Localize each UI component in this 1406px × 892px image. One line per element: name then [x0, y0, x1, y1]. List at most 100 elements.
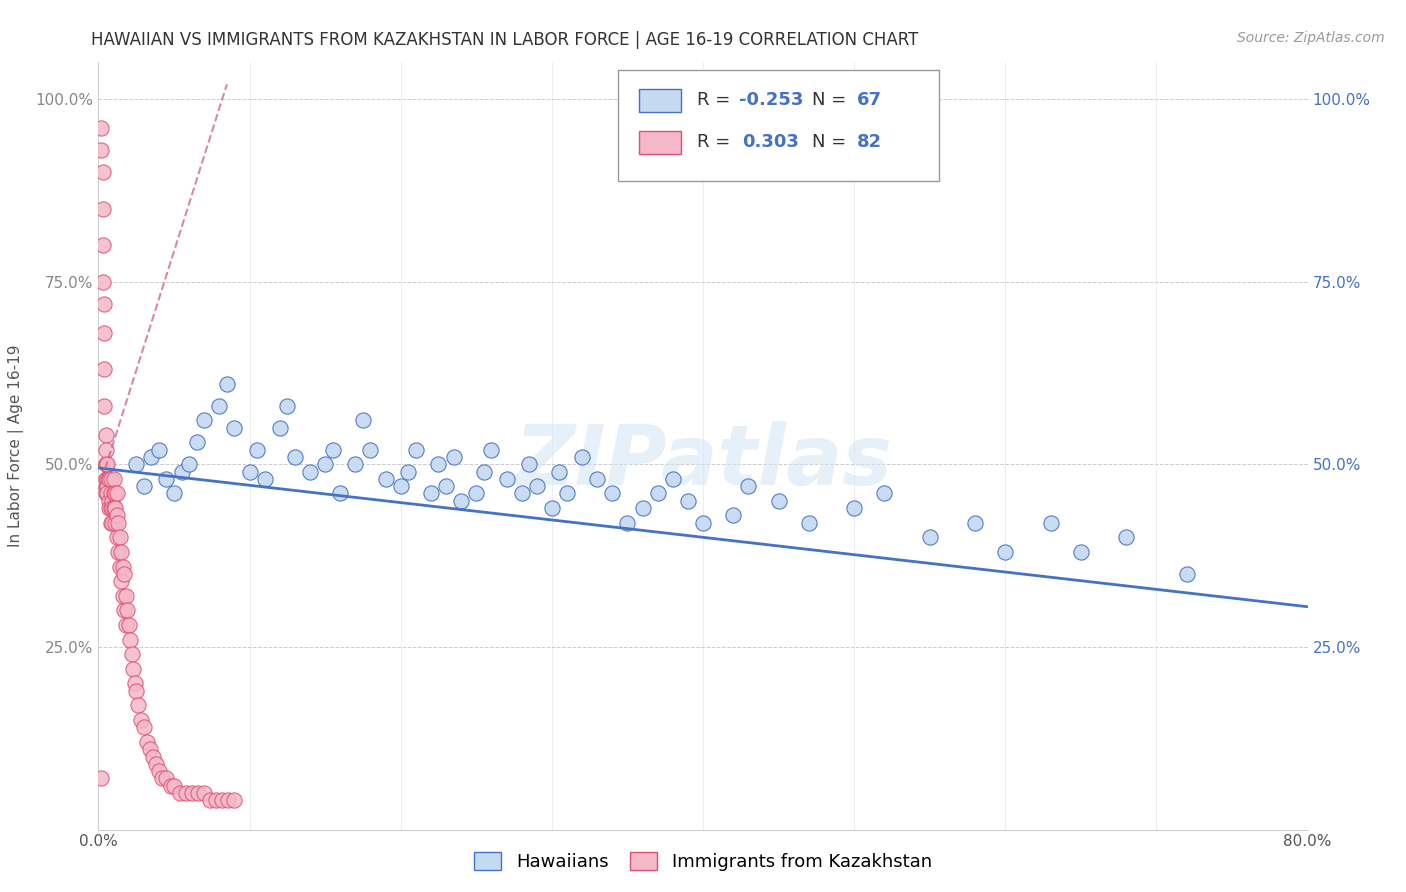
Point — [465, 486, 488, 500]
Point — [94, 457, 117, 471]
Text: N =: N = — [811, 91, 852, 109]
Point — [100, 501, 122, 516]
Text: 67: 67 — [856, 91, 882, 109]
Point — [125, 457, 148, 471]
Point — [93, 296, 115, 310]
Point — [586, 472, 609, 486]
Point — [427, 457, 450, 471]
Point — [374, 472, 396, 486]
Text: HAWAIIAN VS IMMIGRANTS FROM KAZAKHSTAN IN LABOR FORCE | AGE 16-19 CORRELATION CH: HAWAIIAN VS IMMIGRANTS FROM KAZAKHSTAN I… — [91, 31, 918, 49]
Point — [276, 399, 298, 413]
Point — [91, 275, 114, 289]
Point — [299, 465, 322, 479]
Point — [344, 457, 367, 471]
Point — [187, 786, 209, 800]
Point — [124, 676, 146, 690]
Point — [420, 486, 443, 500]
Point — [91, 165, 114, 179]
Point — [108, 559, 131, 574]
Point — [98, 501, 121, 516]
Point — [93, 399, 115, 413]
Point — [450, 493, 472, 508]
Point — [114, 618, 136, 632]
Point — [139, 742, 162, 756]
Text: N =: N = — [811, 133, 852, 152]
Point — [517, 457, 540, 471]
Point — [105, 486, 128, 500]
Point — [96, 486, 118, 500]
Point — [104, 516, 127, 530]
Point — [155, 472, 177, 486]
Point — [246, 442, 269, 457]
Point — [965, 516, 987, 530]
Point — [93, 326, 115, 340]
Point — [100, 516, 122, 530]
Point — [112, 603, 135, 617]
Point — [797, 516, 820, 530]
Point — [661, 472, 683, 486]
Text: R =: R = — [697, 91, 735, 109]
Point — [96, 472, 118, 486]
Point — [91, 238, 114, 252]
Point — [132, 479, 155, 493]
Point — [125, 683, 148, 698]
Point — [768, 493, 790, 508]
Point — [873, 486, 896, 500]
Point — [555, 486, 578, 500]
Point — [284, 450, 307, 464]
Point — [844, 501, 866, 516]
Point — [142, 749, 165, 764]
Point — [179, 457, 201, 471]
Point — [110, 574, 132, 589]
Point — [737, 479, 759, 493]
Point — [121, 647, 143, 661]
Point — [145, 756, 167, 771]
Point — [103, 501, 125, 516]
Point — [239, 465, 262, 479]
Point — [163, 779, 186, 793]
Point — [163, 486, 186, 500]
Point — [90, 121, 112, 136]
Point — [723, 508, 745, 523]
Point — [110, 545, 132, 559]
Text: -0.253: -0.253 — [740, 91, 804, 109]
Point — [217, 793, 239, 807]
Point — [94, 457, 117, 471]
Point — [481, 442, 503, 457]
Point — [1175, 566, 1198, 581]
Point — [405, 442, 427, 457]
Point — [360, 442, 382, 457]
Point — [122, 662, 145, 676]
Point — [200, 793, 222, 807]
Point — [111, 559, 134, 574]
Point — [647, 486, 669, 500]
Point — [269, 421, 291, 435]
Point — [472, 465, 495, 479]
Point — [548, 465, 571, 479]
Point — [112, 566, 135, 581]
Point — [94, 472, 117, 486]
Point — [90, 772, 112, 786]
Text: R =: R = — [697, 133, 742, 152]
Point — [193, 413, 215, 427]
Text: 82: 82 — [856, 133, 882, 152]
Point — [602, 486, 624, 500]
Point — [98, 472, 121, 486]
Point — [103, 486, 125, 500]
Point — [108, 530, 131, 544]
Point — [155, 772, 177, 786]
Y-axis label: In Labor Force | Age 16-19: In Labor Force | Age 16-19 — [8, 344, 24, 548]
Point — [120, 632, 142, 647]
Point — [96, 479, 118, 493]
Point — [115, 603, 138, 617]
Point — [396, 465, 419, 479]
Point — [141, 450, 163, 464]
Point — [994, 545, 1017, 559]
Point — [253, 472, 276, 486]
Point — [224, 793, 246, 807]
Point — [96, 457, 118, 471]
FancyBboxPatch shape — [619, 70, 939, 181]
Point — [170, 465, 193, 479]
Point — [129, 713, 152, 727]
Text: ZIPatlas: ZIPatlas — [515, 421, 891, 502]
